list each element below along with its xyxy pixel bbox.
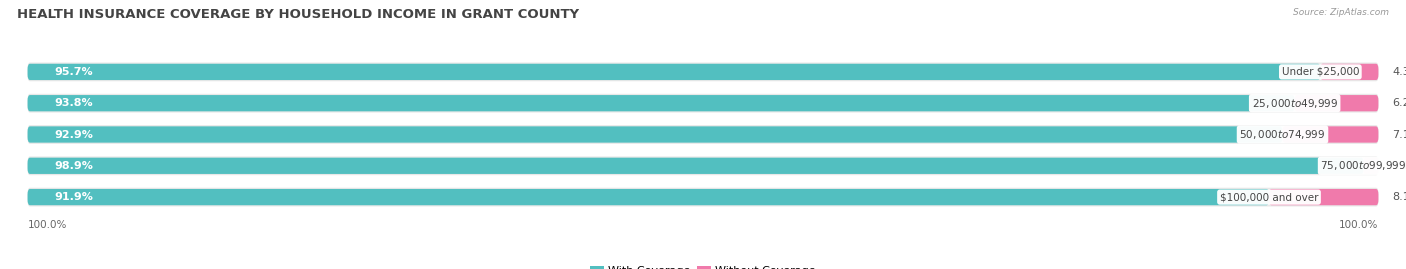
Text: $75,000 to $99,999: $75,000 to $99,999 xyxy=(1320,159,1406,172)
FancyBboxPatch shape xyxy=(28,94,1378,113)
FancyBboxPatch shape xyxy=(28,64,1320,80)
FancyBboxPatch shape xyxy=(1270,189,1378,205)
Text: Source: ZipAtlas.com: Source: ZipAtlas.com xyxy=(1294,8,1389,17)
Text: 93.8%: 93.8% xyxy=(55,98,93,108)
Text: $100,000 and over: $100,000 and over xyxy=(1220,192,1319,202)
Text: 92.9%: 92.9% xyxy=(55,129,93,140)
Text: 91.9%: 91.9% xyxy=(55,192,93,202)
FancyBboxPatch shape xyxy=(28,188,1378,207)
FancyBboxPatch shape xyxy=(1364,158,1378,174)
Text: Under $25,000: Under $25,000 xyxy=(1282,67,1360,77)
Text: 1.1%: 1.1% xyxy=(1392,161,1406,171)
Text: 7.1%: 7.1% xyxy=(1392,129,1406,140)
Text: 100.0%: 100.0% xyxy=(1339,220,1378,230)
FancyBboxPatch shape xyxy=(28,158,1364,174)
Text: 100.0%: 100.0% xyxy=(28,220,67,230)
Legend: With Coverage, Without Coverage: With Coverage, Without Coverage xyxy=(586,261,820,269)
FancyBboxPatch shape xyxy=(28,189,1270,205)
FancyBboxPatch shape xyxy=(28,95,1295,111)
Text: 6.2%: 6.2% xyxy=(1392,98,1406,108)
Text: 8.1%: 8.1% xyxy=(1392,192,1406,202)
Text: 98.9%: 98.9% xyxy=(55,161,93,171)
FancyBboxPatch shape xyxy=(28,125,1378,144)
FancyBboxPatch shape xyxy=(28,126,1282,143)
FancyBboxPatch shape xyxy=(1282,126,1378,143)
Text: $50,000 to $74,999: $50,000 to $74,999 xyxy=(1239,128,1326,141)
FancyBboxPatch shape xyxy=(1320,64,1378,80)
Text: HEALTH INSURANCE COVERAGE BY HOUSEHOLD INCOME IN GRANT COUNTY: HEALTH INSURANCE COVERAGE BY HOUSEHOLD I… xyxy=(17,8,579,21)
FancyBboxPatch shape xyxy=(28,156,1378,175)
FancyBboxPatch shape xyxy=(1295,95,1378,111)
Text: 95.7%: 95.7% xyxy=(55,67,93,77)
Text: $25,000 to $49,999: $25,000 to $49,999 xyxy=(1251,97,1339,110)
FancyBboxPatch shape xyxy=(28,62,1378,81)
Text: 4.3%: 4.3% xyxy=(1392,67,1406,77)
